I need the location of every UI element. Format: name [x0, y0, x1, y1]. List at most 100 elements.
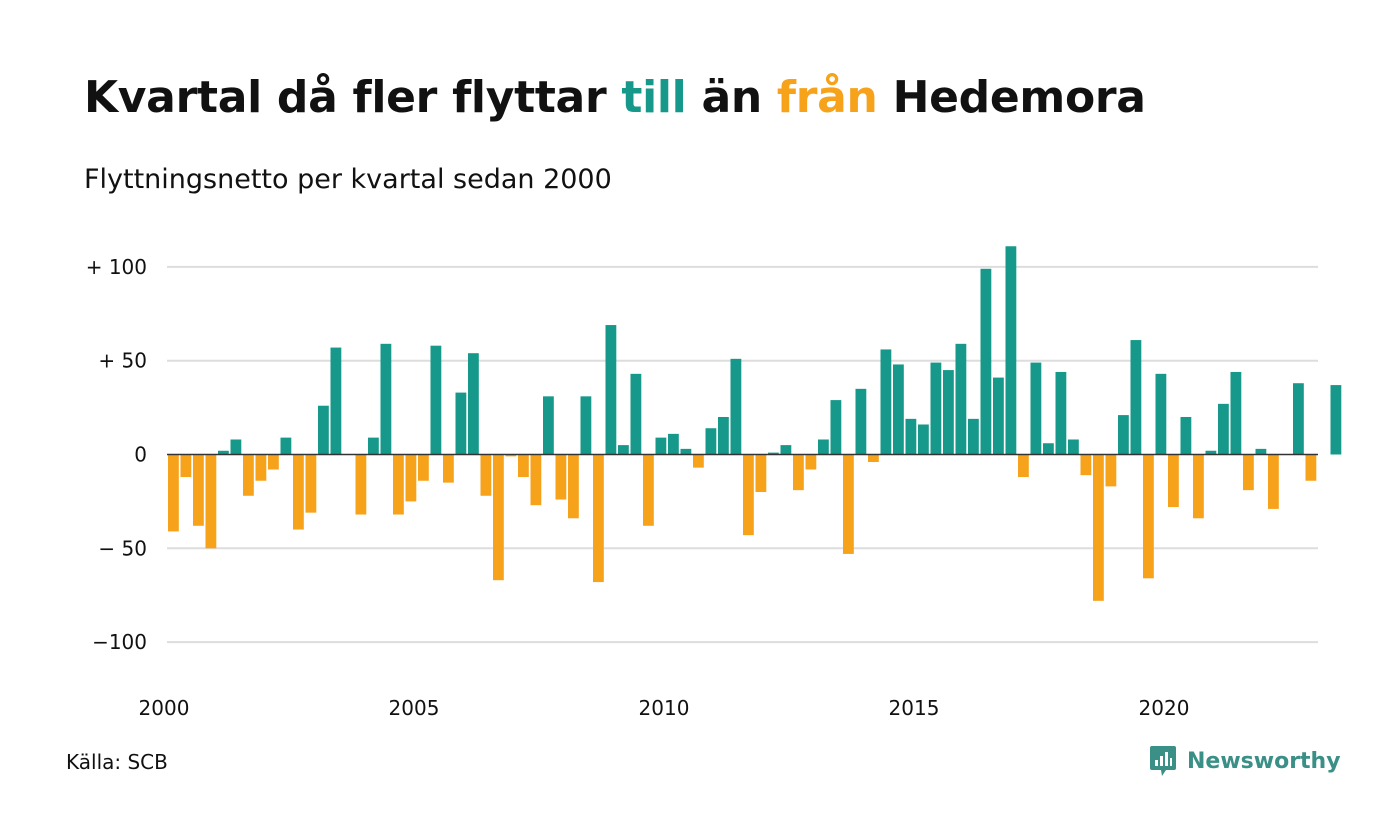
bar — [593, 454, 604, 583]
bar — [1330, 385, 1342, 455]
bar — [430, 345, 442, 455]
title-part-3: Hedemora — [877, 72, 1146, 123]
bar — [568, 454, 579, 519]
bar — [455, 392, 467, 455]
bar — [1093, 454, 1104, 601]
bar — [1068, 439, 1079, 455]
brand-logo: Newsworthy — [1148, 744, 1341, 778]
bar — [655, 437, 667, 455]
x-tick-label: 2000 — [139, 696, 190, 720]
bar — [393, 454, 404, 515]
bar — [718, 416, 729, 455]
bar — [793, 454, 804, 491]
bar — [980, 268, 992, 455]
bar — [180, 454, 192, 478]
bar — [1193, 454, 1204, 519]
bar — [1243, 454, 1254, 491]
bar — [1080, 454, 1092, 476]
y-tick-label: + 100 — [86, 255, 147, 279]
bar — [768, 452, 779, 455]
title-highlight-till: till — [621, 72, 687, 123]
bar — [1130, 340, 1142, 455]
x-tick-label: 2005 — [389, 696, 440, 720]
bar — [643, 454, 654, 526]
bar — [780, 445, 792, 455]
title-highlight-fran: från — [776, 72, 878, 123]
bar — [1155, 373, 1167, 455]
bar — [255, 454, 267, 481]
bar — [905, 418, 917, 455]
bar — [855, 388, 867, 455]
bar — [743, 454, 754, 536]
bar — [1255, 448, 1267, 455]
bar — [405, 454, 417, 502]
bar — [1230, 371, 1242, 455]
y-tick-label: − 50 — [98, 536, 147, 560]
bar — [1205, 450, 1217, 455]
bar — [805, 454, 817, 470]
bar — [1055, 371, 1067, 455]
bar — [730, 358, 742, 455]
bar — [893, 364, 904, 455]
bar — [355, 454, 367, 515]
x-tick-label: 2015 — [889, 696, 940, 720]
y-tick-label: + 50 — [98, 349, 147, 373]
bar — [518, 454, 529, 478]
bar — [968, 418, 979, 455]
title-part-1: Kvartal då fler flyttar — [84, 72, 622, 123]
bar — [1168, 454, 1179, 508]
bar — [193, 454, 204, 526]
brand-name: Newsworthy — [1187, 748, 1341, 774]
bar — [668, 433, 679, 455]
bar — [843, 454, 854, 554]
newsworthy-chat-icon — [1150, 746, 1176, 776]
bar — [380, 343, 392, 455]
bar — [543, 396, 554, 455]
bar — [555, 454, 567, 500]
bar — [1143, 454, 1154, 579]
bar — [530, 454, 542, 506]
bar — [1118, 415, 1129, 455]
bar — [368, 437, 379, 455]
chart-subtitle: Flyttningsnetto per kvartal sedan 2000 — [84, 164, 612, 195]
bar — [293, 454, 304, 530]
bar — [505, 454, 517, 457]
bar — [630, 373, 642, 455]
y-tick-label: −100 — [92, 630, 147, 654]
bar — [580, 396, 592, 455]
bar — [1180, 416, 1192, 455]
bar — [330, 347, 342, 455]
bar — [1268, 454, 1279, 509]
bar — [880, 349, 892, 455]
bar — [443, 454, 454, 483]
bar — [493, 454, 504, 581]
bar — [480, 454, 492, 496]
bar — [218, 450, 229, 455]
bar — [1018, 454, 1029, 478]
bar — [230, 439, 242, 455]
x-tick-label: 2020 — [1139, 696, 1190, 720]
bar — [818, 439, 829, 455]
bar — [205, 454, 217, 549]
bar — [1043, 443, 1054, 455]
bar — [418, 454, 429, 481]
bar — [705, 428, 717, 455]
chart-title: Kvartal då fler flyttar till än från Hed… — [84, 72, 1146, 123]
y-tick-label: 0 — [134, 443, 147, 467]
bar — [268, 454, 279, 470]
bar — [305, 454, 317, 513]
title-part-2: än — [686, 72, 777, 123]
bar — [993, 377, 1004, 455]
bar — [318, 405, 329, 455]
bar — [1030, 362, 1042, 455]
bar — [680, 448, 692, 455]
bar — [755, 454, 767, 493]
bar — [1105, 454, 1117, 487]
bar — [243, 454, 254, 496]
source-label: Källa: SCB — [66, 750, 168, 774]
x-tick-label: 2010 — [639, 696, 690, 720]
bar — [168, 454, 179, 532]
bar — [930, 362, 942, 455]
bar — [605, 325, 617, 455]
